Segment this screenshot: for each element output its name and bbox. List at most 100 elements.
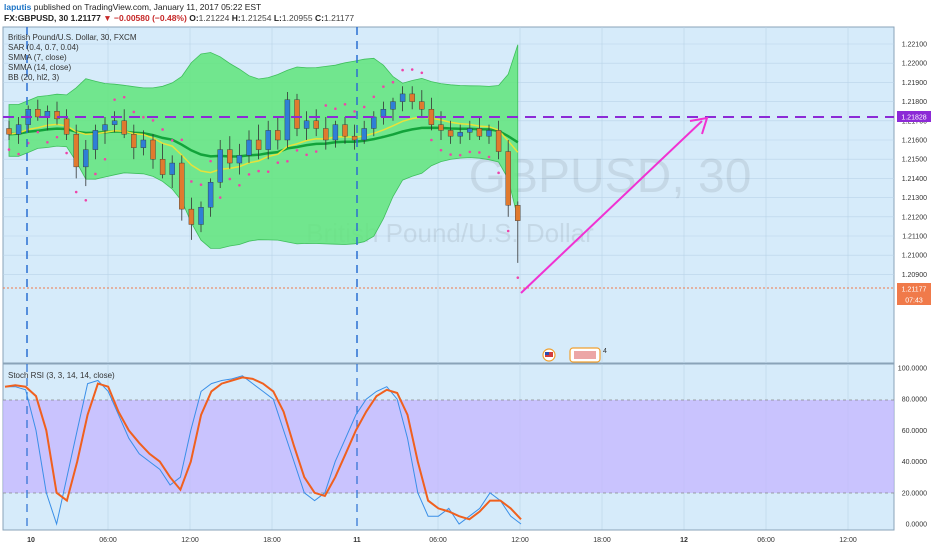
projection-arrow-shaft[interactable] (520, 120, 703, 294)
candle-body (15, 124, 22, 135)
chart-canvas[interactable]: GBPUSD, 30 British Pound/U.S. Dollar 4 B… (0, 26, 932, 550)
price-tick-label: 1.21900 (902, 80, 927, 87)
price-tick-label: 1.21300 (902, 195, 927, 202)
sar-dot (84, 198, 88, 202)
last-price: 1.21177 (70, 13, 101, 23)
sar-dot (458, 153, 462, 157)
time-axis[interactable] (3, 530, 894, 550)
sar-dot (151, 119, 155, 122)
target-price-label: 1.21828 (901, 115, 926, 122)
time-tick-label: 18:00 (593, 537, 611, 544)
sar-dot (353, 110, 356, 113)
time-tick-label: 06:00 (757, 537, 775, 544)
candle-body (63, 118, 70, 135)
candle-body (217, 149, 223, 183)
candle-body (419, 101, 425, 110)
sar-dot (65, 151, 68, 155)
candle-body (179, 162, 185, 210)
sar-dot (372, 95, 376, 99)
candle-body (54, 110, 60, 120)
candle-body (102, 124, 108, 131)
indicator-legend-item[interactable]: SMMA (7, close) (8, 53, 67, 62)
sar-dot (238, 184, 241, 187)
sar-dot (266, 170, 270, 173)
price-change: ▼ −0.00580 (−0.48%) (103, 13, 187, 23)
current-price-badge (897, 283, 931, 294)
price-tick-label: 1.21100 (902, 234, 927, 241)
sar-dot (74, 190, 78, 194)
candle-body (476, 128, 483, 137)
stoch-tick-label: 40.0000 (902, 459, 927, 466)
sar-dot (132, 110, 136, 114)
stoch-tick-label: 60.0000 (902, 428, 927, 435)
sar-dot (161, 128, 164, 131)
sar-dot (257, 169, 260, 173)
candles (6, 86, 521, 263)
candle-body (361, 128, 367, 141)
sar-dot (439, 148, 443, 152)
stoch-k-line (5, 375, 522, 526)
sar-dot (314, 150, 318, 153)
sar-dot (170, 139, 174, 142)
candle-body (447, 130, 454, 137)
candle-body (284, 99, 291, 141)
price-tick-label: 1.21200 (902, 214, 927, 221)
candle-body (198, 206, 204, 225)
candle-body (313, 120, 319, 129)
countdown-label: 07:43 (905, 298, 923, 305)
stoch-legend[interactable]: Stoch RSI (3, 3, 14, 14, close) (8, 371, 115, 380)
sar-dot (36, 130, 40, 134)
open-value: 1.21224 (198, 13, 230, 23)
sar-dot (276, 161, 280, 164)
projection-arrow-head[interactable] (689, 116, 709, 135)
candle-body (255, 139, 262, 150)
sar-dot (46, 141, 49, 144)
sar-dot (468, 150, 472, 154)
publish-line: laputis published on TradingView.com, Ja… (4, 2, 261, 12)
sar-dot (218, 196, 222, 199)
candle-body (169, 162, 175, 175)
sar-dot (199, 183, 203, 187)
sar-dot (506, 229, 510, 233)
candle-body (399, 93, 406, 102)
candle-body (409, 93, 415, 102)
candle-body (332, 124, 339, 141)
sar-dot (7, 148, 11, 151)
candle-body (390, 101, 396, 110)
stoch-band (3, 400, 894, 493)
indicator-legend-item[interactable]: SAR (0.4, 0.7, 0.04) (8, 43, 79, 52)
price-tick-label: 1.20900 (902, 272, 927, 279)
price-scale[interactable] (894, 27, 932, 530)
price-tick-label: 1.21800 (902, 99, 927, 106)
price-tick-label: 1.22100 (902, 42, 927, 49)
time-axis-ticks: 10 06:00 12:00 18:00 11 06:00 12:00 18:00 12 06:0… (27, 537, 857, 544)
indicator-legend-item[interactable]: BB (20, hl2, 3) (8, 73, 59, 82)
indicator-legend-item[interactable]: SMMA (14, close) (8, 63, 71, 72)
sar-dot (497, 171, 500, 175)
sar-dot (449, 153, 452, 156)
sar-dot (382, 85, 385, 88)
sar-dot (94, 172, 97, 176)
sar-dot (401, 68, 404, 72)
price-tick-label: 1.21000 (902, 253, 927, 260)
candle-body (236, 155, 243, 164)
author-name[interactable]: laputis (4, 2, 32, 12)
stoch-tick-label: 20.0000 (902, 490, 927, 497)
candle-body (303, 120, 310, 129)
symbol-line: FX:GBPUSD, 30 1.21177 ▼ −0.00580 (−0.48%… (4, 13, 354, 23)
open-label: O: (189, 13, 199, 23)
close-label: C: (315, 13, 324, 23)
candle-body (457, 132, 463, 137)
sar-dot (410, 68, 414, 71)
candle-body (159, 158, 166, 175)
sar-dot (324, 104, 328, 107)
candle-body (140, 139, 147, 148)
indicator-legend-item[interactable]: British Pound/U.S. Dollar, 30, FXCM (8, 33, 137, 42)
sar-dot (113, 98, 116, 101)
time-tick-label: 06:00 (99, 537, 117, 544)
candle-body (35, 109, 41, 118)
high-value: 1.21254 (240, 13, 272, 23)
sar-dot (286, 160, 289, 163)
candle-body (495, 130, 502, 152)
low-label: L: (273, 13, 282, 23)
